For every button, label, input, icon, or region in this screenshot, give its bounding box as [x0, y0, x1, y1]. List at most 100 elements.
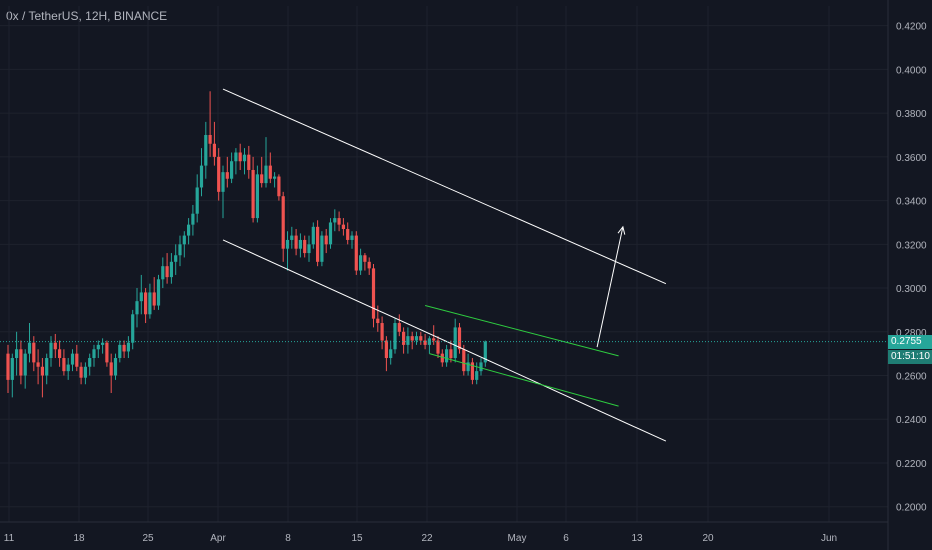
projection-arrow [596, 226, 624, 348]
candle-body [242, 154, 247, 162]
candle-body [316, 226, 320, 262]
candle-body [423, 340, 427, 345]
x-tick-label: Apr [210, 533, 226, 544]
candle-body [174, 255, 178, 262]
candle-body [221, 172, 225, 192]
y-tick-label: 0.4200 [896, 22, 927, 33]
candle-body [402, 331, 406, 345]
candle-body [238, 152, 242, 162]
candle-body [380, 323, 384, 341]
y-tick-label: 0.2600 [896, 372, 927, 383]
candle-body [75, 353, 79, 367]
candles [6, 91, 487, 398]
candle-body [32, 342, 36, 363]
candle-body [285, 239, 290, 249]
candle-body [406, 336, 410, 345]
candle-body [208, 135, 212, 144]
candle-body [397, 323, 401, 332]
x-tick-label: 11 [4, 533, 15, 544]
candle-body [23, 353, 27, 376]
candle-body [15, 349, 19, 359]
x-tick-label: 13 [631, 533, 643, 544]
candle-body [6, 353, 10, 380]
price-axis[interactable]: 0.4200 0.4000 0.3800 0.3600 0.3400 0.3200 0.30… [896, 22, 927, 514]
candle-body [105, 342, 109, 363]
candle-body [10, 358, 14, 380]
candle-body [79, 366, 83, 378]
x-tick-label: 25 [142, 533, 154, 544]
candle-body [58, 349, 62, 359]
candle-body [109, 362, 113, 376]
time-axis[interactable]: 11 18 25 Apr 8 15 22 May 6 13 20 Jun [4, 533, 837, 544]
candle-body [156, 279, 161, 306]
y-tick-label: 0.2800 [896, 328, 927, 339]
x-tick-label: 18 [73, 533, 85, 544]
y-tick-label: 0.3200 [896, 240, 927, 251]
candle-body [66, 364, 70, 372]
candle-body [277, 176, 281, 197]
x-tick-label: 22 [421, 533, 433, 544]
candle-body [122, 344, 126, 352]
candle-body [294, 235, 298, 249]
candle-body [337, 218, 341, 225]
wedge-line [429, 353, 619, 407]
candle-body [260, 174, 264, 184]
x-tick-label: Jun [821, 533, 837, 544]
y-tick-label: 0.3800 [896, 109, 927, 120]
candle-body [466, 362, 470, 372]
candle-body [367, 261, 371, 269]
current-price-label: 0.2755 [888, 334, 932, 349]
candle-body [199, 165, 204, 188]
candle-body [483, 341, 487, 363]
wedge-line [424, 305, 619, 357]
candle-body [178, 244, 182, 256]
candle-body [346, 229, 350, 240]
candle-body [36, 362, 40, 367]
candle-body [333, 218, 337, 223]
candle-body [371, 268, 376, 319]
candle-body [126, 342, 130, 352]
candle-body [161, 266, 165, 280]
x-tick-label: 15 [351, 533, 363, 544]
candle-body [453, 327, 457, 359]
candle-body [169, 261, 173, 278]
candle-body [290, 235, 294, 240]
candle-body [96, 344, 100, 350]
candle-body [113, 358, 118, 376]
drawings [222, 88, 667, 442]
candle-body [92, 349, 96, 359]
candle-body [359, 255, 363, 271]
candle-body [457, 327, 462, 350]
candle-body [191, 213, 195, 225]
candle-body [148, 292, 152, 315]
candle-body [53, 342, 57, 350]
countdown-label: 01:51:10 [888, 349, 932, 364]
candle-body [449, 349, 453, 359]
candle-body [328, 222, 333, 245]
candle-body [393, 323, 397, 350]
candle-body [19, 349, 23, 376]
candle-body [118, 344, 122, 359]
y-tick-label: 0.2200 [896, 459, 927, 470]
x-tick-label: 20 [702, 533, 714, 544]
candle-body [255, 174, 259, 219]
candle-body [225, 172, 229, 179]
candle-body [475, 371, 479, 380]
candle-body [281, 196, 285, 249]
candle-body [445, 349, 449, 363]
candle-body [303, 239, 307, 254]
candle-body [144, 292, 148, 315]
candle-body [70, 353, 75, 365]
candle-body [131, 314, 135, 343]
candle-body [165, 266, 169, 278]
candle-body [414, 336, 419, 341]
candle-body [307, 244, 311, 254]
candle-body [187, 224, 191, 236]
candle-body [350, 235, 354, 240]
candle-body [341, 224, 345, 230]
candle-body [40, 366, 44, 376]
candle-body [204, 135, 208, 166]
y-tick-label: 0.3000 [896, 284, 927, 295]
grid [0, 6, 888, 522]
